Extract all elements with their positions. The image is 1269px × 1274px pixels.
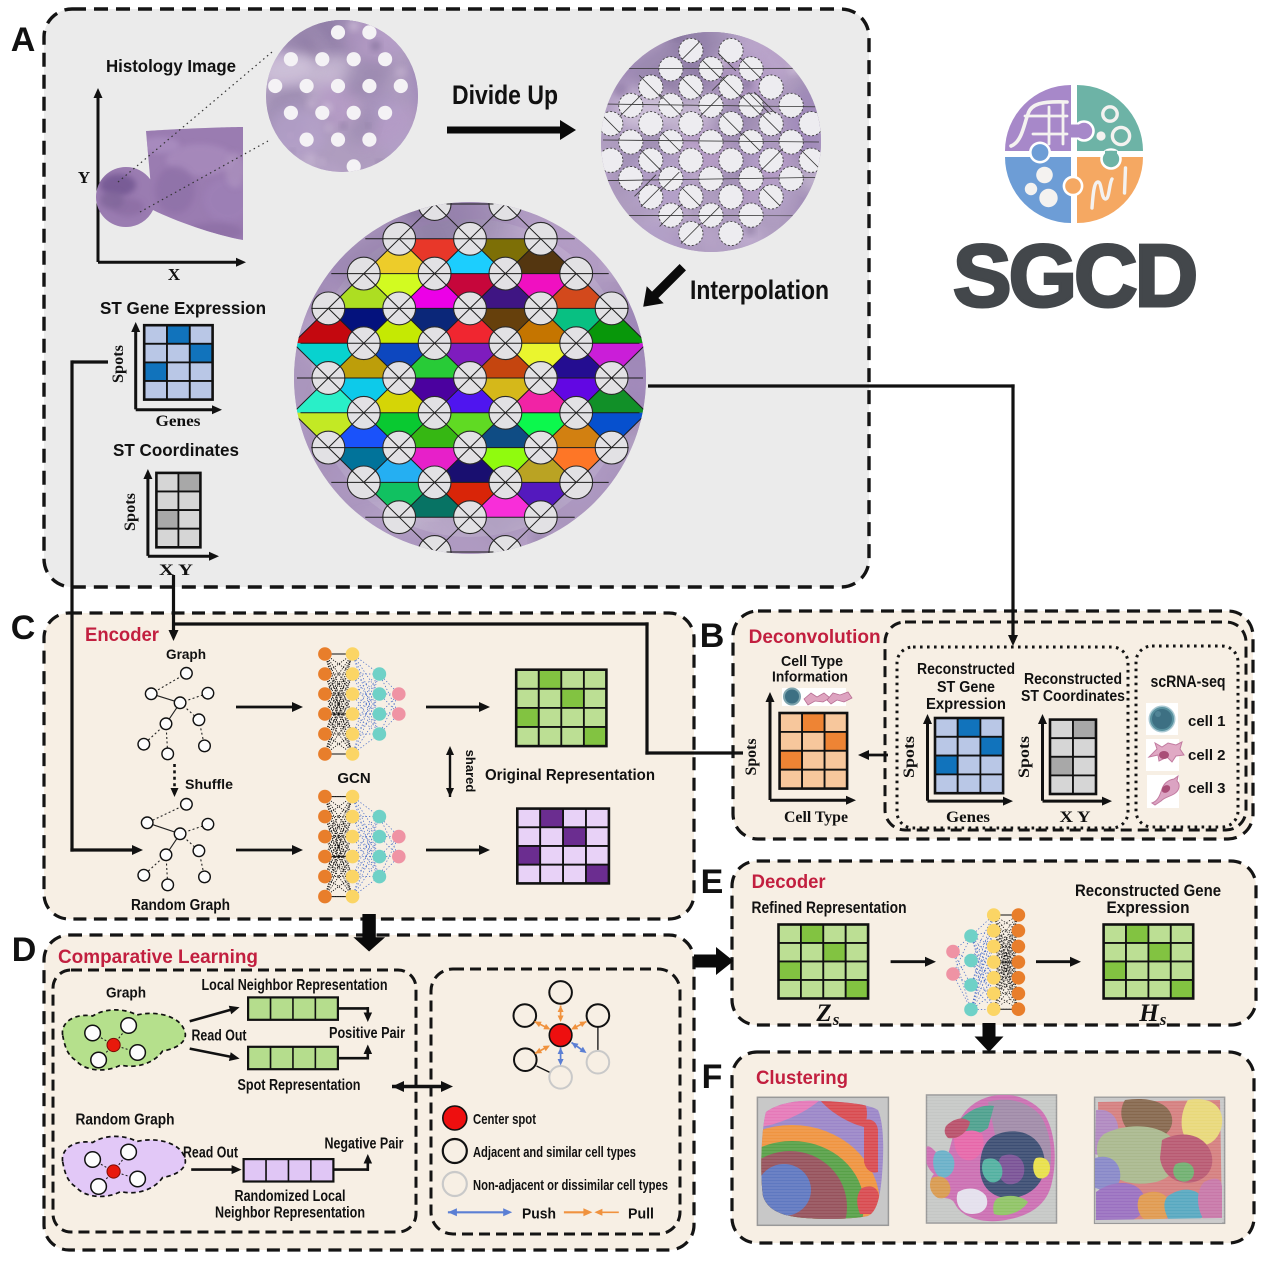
svg-text:Comparative Learning: Comparative Learning — [58, 947, 258, 968]
svg-text:scRNA-seq: scRNA-seq — [1151, 673, 1226, 691]
svg-text:C: C — [11, 609, 36, 647]
svg-text:Divide Up: Divide Up — [452, 80, 558, 110]
svg-text:X Y: X Y — [159, 562, 194, 579]
svg-text:D: D — [12, 931, 37, 969]
svg-text:Spots: Spots — [122, 493, 139, 531]
svg-text:Graph: Graph — [166, 647, 206, 662]
svg-text:X: X — [168, 265, 181, 284]
svg-text:H: H — [1138, 1000, 1160, 1027]
svg-text:Negative Pair: Negative Pair — [325, 1136, 404, 1153]
svg-text:Expression: Expression — [1107, 898, 1190, 917]
svg-text:Reconstructed: Reconstructed — [917, 661, 1015, 678]
svg-text:Random Graph: Random Graph — [76, 1112, 175, 1129]
svg-text:B: B — [700, 617, 725, 655]
svg-text:Z: Z — [815, 1000, 831, 1027]
svg-text:Non-adjacent or dissimilar cel: Non-adjacent or dissimilar cell types — [473, 1177, 668, 1194]
svg-text:Interpolation: Interpolation — [690, 275, 829, 305]
svg-text:shared: shared — [463, 750, 478, 793]
svg-text:Original Representation: Original Representation — [485, 767, 655, 784]
svg-text:ST Gene: ST Gene — [937, 679, 995, 696]
svg-text:Cell Type: Cell Type — [781, 653, 843, 670]
svg-text:Read Out: Read Out — [183, 1145, 238, 1162]
svg-text:Decoder: Decoder — [752, 872, 827, 893]
svg-text:s: s — [1159, 1010, 1167, 1029]
svg-text:Spots: Spots — [110, 345, 127, 383]
svg-text:Encoder: Encoder — [85, 625, 160, 646]
svg-text:cell 3: cell 3 — [1188, 780, 1226, 797]
svg-text:Y: Y — [78, 168, 90, 187]
svg-text:ST Gene Expression: ST Gene Expression — [100, 298, 266, 318]
svg-text:Positive Pair: Positive Pair — [329, 1025, 405, 1042]
svg-text:cell 1: cell 1 — [1188, 713, 1226, 730]
svg-text:Center spot: Center spot — [473, 1111, 536, 1128]
svg-text:Random Graph: Random Graph — [131, 897, 230, 914]
svg-text:Cell Type: Cell Type — [784, 809, 848, 826]
svg-text:X Y: X Y — [1060, 809, 1092, 826]
svg-text:GCN: GCN — [337, 770, 370, 787]
svg-text:ST Coordinates: ST Coordinates — [113, 440, 239, 460]
svg-text:SGCD: SGCD — [953, 226, 1195, 325]
svg-text:Refined Representation: Refined Representation — [752, 898, 907, 917]
svg-text:Expression: Expression — [926, 696, 1006, 713]
svg-text:Spot Representation: Spot Representation — [238, 1077, 361, 1094]
svg-text:Pull: Pull — [628, 1206, 654, 1223]
svg-text:Randomized Local: Randomized Local — [235, 1188, 346, 1205]
svg-text:F: F — [702, 1058, 723, 1096]
svg-text:Neighbor Representation: Neighbor Representation — [215, 1205, 365, 1222]
svg-text:cell 2: cell 2 — [1188, 747, 1226, 764]
svg-text:Spots: Spots — [901, 736, 918, 778]
svg-text:Shuffle: Shuffle — [185, 777, 234, 792]
svg-text:Genes: Genes — [156, 413, 201, 430]
svg-text:Spots: Spots — [743, 739, 760, 776]
svg-text:Adjacent and similar cell type: Adjacent and similar cell types — [473, 1144, 636, 1161]
svg-text:Deconvolution: Deconvolution — [749, 627, 881, 648]
svg-text:Graph: Graph — [106, 985, 146, 1002]
svg-text:Information: Information — [772, 669, 848, 686]
svg-text:Reconstructed: Reconstructed — [1024, 671, 1122, 688]
svg-text:Local Neighbor Representation: Local Neighbor Representation — [202, 977, 388, 994]
svg-text:Genes: Genes — [946, 809, 990, 826]
svg-text:ST Coordinates: ST Coordinates — [1021, 688, 1125, 705]
svg-text:Clustering: Clustering — [756, 1068, 848, 1089]
svg-text:Histology Image: Histology Image — [106, 56, 236, 76]
svg-text:A: A — [11, 21, 36, 59]
svg-text:Read Out: Read Out — [192, 1028, 247, 1045]
svg-text:Push: Push — [522, 1206, 556, 1223]
svg-text:Spots: Spots — [1016, 736, 1033, 778]
svg-text:s: s — [832, 1010, 840, 1029]
svg-text:E: E — [701, 863, 724, 901]
